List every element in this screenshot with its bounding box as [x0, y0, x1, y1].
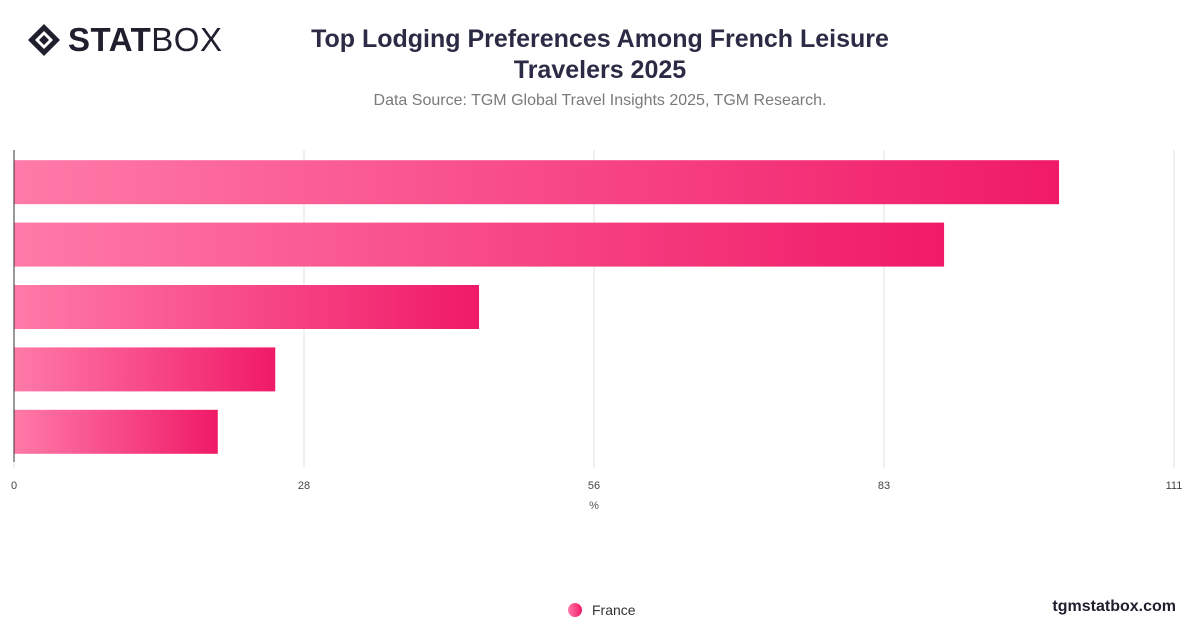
legend-label-france: France: [592, 602, 636, 618]
x-tick-label: 111: [1166, 480, 1183, 492]
x-tick-label: 56: [588, 480, 600, 492]
bar-3[interactable]: [14, 285, 480, 329]
bar-4[interactable]: [14, 347, 276, 392]
legend[interactable]: France: [560, 602, 636, 618]
chart-title-line2: Travelers 2025: [513, 56, 687, 84]
diamond-logo-icon: [28, 24, 60, 56]
x-tick-label: 0: [11, 480, 17, 492]
chart-subtitle: Data Source: TGM Global Travel Insights …: [373, 92, 827, 109]
website-link[interactable]: tgmstatbox.com: [1052, 598, 1176, 615]
bar-1[interactable]: [14, 160, 1060, 205]
axes: 0 28 56 83 111%: [11, 150, 1182, 512]
chart-title: Top Lodging Preferences Among French Lei…: [300, 24, 900, 86]
logo-text-light: BOX: [151, 21, 223, 58]
bar-5[interactable]: [14, 409, 218, 454]
bar-2[interactable]: [14, 222, 945, 267]
logo-wordmark: STATBOX: [68, 22, 222, 58]
chart-title-line1: Top Lodging Preferences Among French Lei…: [311, 25, 889, 53]
x-tick-label: 83: [878, 480, 890, 492]
logo-text-bold: STAT: [68, 21, 152, 58]
bars: [14, 160, 1060, 454]
legend-swatch-france: [568, 603, 582, 617]
statbox-logo[interactable]: STATBOX: [26, 22, 222, 58]
x-tick-label: 28: [298, 480, 310, 492]
x-axis-label: %: [589, 500, 599, 512]
